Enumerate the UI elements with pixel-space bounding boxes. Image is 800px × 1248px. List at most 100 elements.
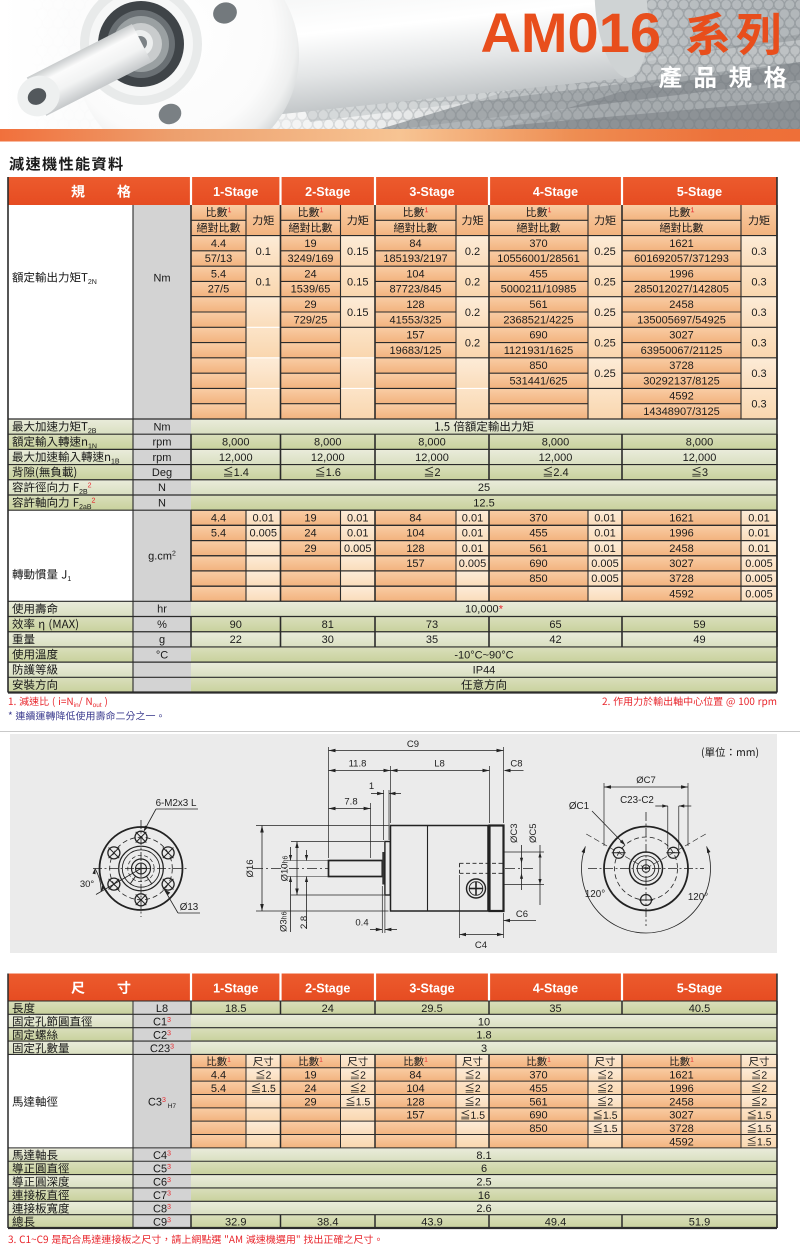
svg-text:2458: 2458 (669, 299, 693, 311)
svg-text:0.25: 0.25 (594, 337, 615, 349)
svg-text:2458: 2458 (669, 543, 693, 555)
svg-text:0.25: 0.25 (594, 276, 615, 288)
svg-text:12.5: 12.5 (473, 497, 494, 509)
svg-text:157: 157 (406, 1110, 424, 1122)
svg-text:%: % (157, 619, 167, 631)
svg-text:73: 73 (426, 619, 438, 631)
svg-text:19: 19 (304, 238, 316, 250)
svg-text:49.4: 49.4 (545, 1217, 566, 1229)
svg-text:0.01: 0.01 (347, 528, 368, 540)
svg-text:0.3: 0.3 (751, 399, 766, 411)
svg-text:ØC1: ØC1 (569, 801, 589, 812)
svg-text:84: 84 (409, 512, 421, 524)
svg-text:128: 128 (406, 299, 424, 311)
svg-text:Nm: Nm (153, 421, 170, 433)
svg-text:4-Stage: 4-Stage (533, 185, 578, 199)
svg-text:11.8: 11.8 (349, 759, 367, 770)
svg-text:0.01: 0.01 (462, 512, 483, 524)
svg-text:4592: 4592 (669, 588, 693, 600)
svg-text:29: 29 (304, 1096, 316, 1108)
svg-text:rpm: rpm (153, 452, 172, 464)
svg-text:0.005: 0.005 (745, 558, 773, 570)
svg-text:0.01: 0.01 (748, 543, 769, 555)
svg-text:ØC5: ØC5 (528, 823, 539, 843)
svg-text:531441/625: 531441/625 (509, 375, 567, 387)
svg-text:3027: 3027 (669, 558, 693, 570)
svg-text:0.2: 0.2 (465, 307, 480, 319)
svg-text:-10°C~90°C: -10°C~90°C (454, 649, 513, 661)
svg-text:2-Stage: 2-Stage (305, 981, 350, 995)
svg-text:370: 370 (529, 1070, 547, 1082)
svg-text:0.01: 0.01 (748, 528, 769, 540)
svg-text:120°: 120° (585, 889, 605, 900)
svg-text:1996: 1996 (669, 1083, 693, 1095)
svg-text:rpm: rpm (153, 437, 172, 449)
svg-text:561: 561 (529, 299, 547, 311)
svg-text:120°: 120° (688, 892, 708, 903)
svg-text:3027: 3027 (669, 330, 693, 342)
svg-text:0.005: 0.005 (249, 528, 277, 540)
svg-text:0.15: 0.15 (347, 307, 368, 319)
svg-text:22: 22 (230, 634, 242, 646)
svg-text:29: 29 (304, 299, 316, 311)
svg-text:1539/65: 1539/65 (291, 284, 331, 296)
svg-text:0.2: 0.2 (465, 276, 480, 288)
svg-text:0.25: 0.25 (594, 246, 615, 258)
svg-text:4592: 4592 (669, 1136, 693, 1148)
svg-text:3249/169: 3249/169 (288, 253, 334, 265)
svg-text:12,000: 12,000 (219, 452, 253, 464)
svg-text:0.01: 0.01 (594, 528, 615, 540)
svg-text:40.5: 40.5 (689, 1003, 710, 1015)
svg-text:4-Stage: 4-Stage (533, 981, 578, 995)
svg-text:10: 10 (478, 1016, 490, 1028)
svg-text:0.1: 0.1 (256, 246, 271, 258)
svg-text:1: 1 (369, 781, 374, 792)
svg-text:4.4: 4.4 (211, 512, 226, 524)
svg-text:12,000: 12,000 (683, 452, 717, 464)
svg-text:1-Stage: 1-Stage (213, 185, 258, 199)
svg-text:18.5: 18.5 (225, 1003, 246, 1015)
svg-text:455: 455 (529, 1083, 547, 1095)
svg-text:C4: C4 (475, 940, 487, 951)
svg-text:0.005: 0.005 (745, 573, 773, 585)
svg-text:455: 455 (529, 528, 547, 540)
svg-text:65: 65 (549, 619, 561, 631)
svg-text:1621: 1621 (669, 512, 693, 524)
svg-text:104: 104 (406, 528, 424, 540)
svg-text:2.5: 2.5 (476, 1176, 491, 1188)
svg-text:370: 370 (529, 238, 547, 250)
svg-text:690: 690 (529, 1110, 547, 1122)
svg-text:19683/125: 19683/125 (390, 345, 442, 357)
svg-text:Deg: Deg (152, 467, 172, 479)
svg-text:6: 6 (481, 1163, 487, 1175)
svg-text:ØC3: ØC3 (509, 823, 520, 843)
svg-text:8,000: 8,000 (418, 437, 446, 449)
svg-text:0.01: 0.01 (594, 512, 615, 524)
svg-text:7.8: 7.8 (344, 797, 357, 808)
svg-text:185193/2197: 185193/2197 (383, 253, 447, 265)
svg-text:8,000: 8,000 (542, 437, 570, 449)
svg-text:ØC7: ØC7 (636, 775, 656, 786)
svg-text:5-Stage: 5-Stage (677, 185, 722, 199)
svg-text:12,000: 12,000 (539, 452, 573, 464)
svg-text:690: 690 (529, 330, 547, 342)
svg-text:0.1: 0.1 (256, 276, 271, 288)
svg-text:N: N (158, 482, 166, 494)
svg-text:1121931/1625: 1121931/1625 (504, 345, 574, 357)
svg-text:8,000: 8,000 (686, 437, 714, 449)
svg-text:19: 19 (304, 512, 316, 524)
svg-text:3027: 3027 (669, 1110, 693, 1122)
svg-text:51.9: 51.9 (689, 1217, 710, 1229)
svg-text:10556001/28561: 10556001/28561 (497, 253, 580, 265)
svg-text:49: 49 (693, 634, 705, 646)
svg-text:8,000: 8,000 (222, 437, 250, 449)
svg-text:Ø10h6: Ø10h6 (280, 856, 291, 882)
svg-text:5.4: 5.4 (211, 528, 226, 540)
svg-text:104: 104 (406, 1083, 424, 1095)
svg-text:601692057/371293: 601692057/371293 (634, 253, 729, 265)
svg-text:455: 455 (529, 268, 547, 280)
svg-text:90: 90 (230, 619, 242, 631)
svg-text:0.3: 0.3 (751, 246, 766, 258)
svg-text:1996: 1996 (669, 268, 693, 280)
svg-text:19: 19 (304, 1070, 316, 1082)
